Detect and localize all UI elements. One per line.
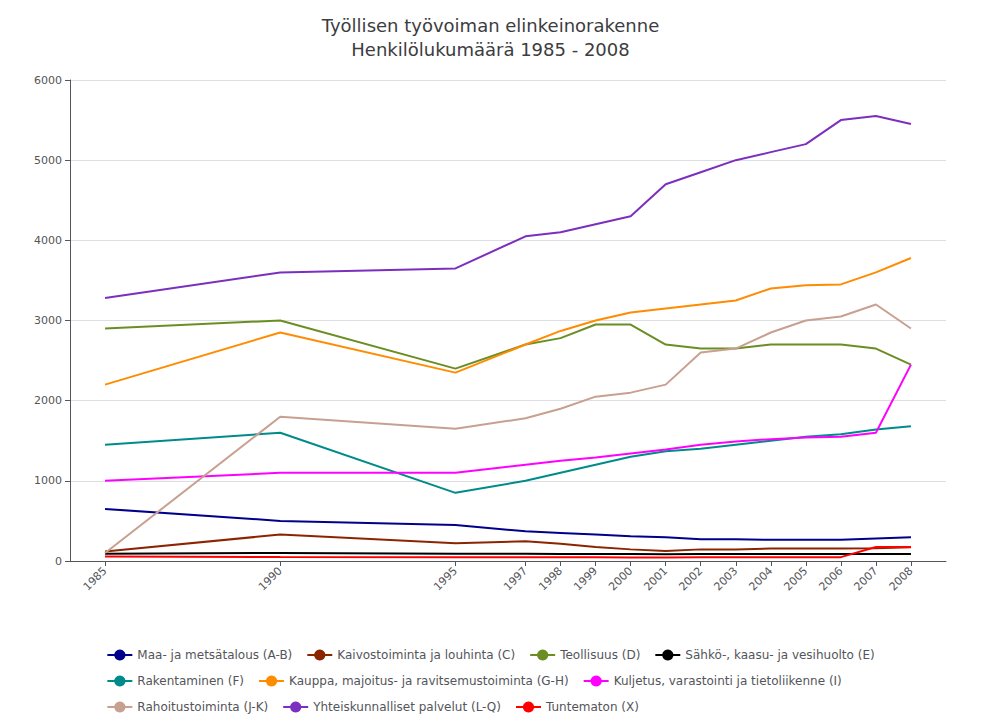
svg-text:Rakentaminen (F): Rakentaminen (F) bbox=[137, 674, 244, 688]
svg-text:4000: 4000 bbox=[34, 234, 62, 247]
svg-text:Henkilölukumäärä 1985 - 2008: Henkilölukumäärä 1985 - 2008 bbox=[351, 39, 629, 60]
svg-text:Maa- ja metsätalous (A-B): Maa- ja metsätalous (A-B) bbox=[137, 648, 292, 662]
svg-text:2007: 2007 bbox=[852, 564, 881, 593]
svg-text:1000: 1000 bbox=[34, 474, 62, 487]
svg-text:2004: 2004 bbox=[746, 564, 775, 593]
svg-text:Kauppa, majoitus- ja ravitsemu: Kauppa, majoitus- ja ravitsemustoiminta … bbox=[289, 674, 569, 688]
svg-text:2002: 2002 bbox=[676, 564, 705, 593]
svg-text:2000: 2000 bbox=[606, 564, 635, 593]
svg-text:Kuljetus, varastointi ja tieto: Kuljetus, varastointi ja tietoliikenne (… bbox=[614, 674, 842, 688]
svg-text:6000: 6000 bbox=[34, 74, 62, 87]
svg-text:3000: 3000 bbox=[34, 314, 62, 327]
svg-text:2000: 2000 bbox=[34, 394, 62, 407]
svg-text:5000: 5000 bbox=[34, 154, 62, 167]
svg-text:2006: 2006 bbox=[817, 564, 846, 593]
svg-text:Työllisen työvoiman elinkeinor: Työllisen työvoiman elinkeinorakenne bbox=[321, 15, 659, 36]
svg-text:Rahoitustoiminta (J-K): Rahoitustoiminta (J-K) bbox=[137, 700, 268, 714]
svg-text:1997: 1997 bbox=[501, 564, 530, 593]
svg-text:1995: 1995 bbox=[431, 564, 460, 593]
svg-text:1990: 1990 bbox=[256, 564, 285, 593]
svg-text:Kaivostoiminta ja louhinta (C): Kaivostoiminta ja louhinta (C) bbox=[337, 648, 515, 662]
svg-text:0: 0 bbox=[55, 555, 62, 568]
svg-text:Yhteiskunnalliset palvelut (L-: Yhteiskunnalliset palvelut (L-Q) bbox=[312, 700, 501, 714]
svg-text:Teollisuus (D): Teollisuus (D) bbox=[559, 648, 640, 662]
svg-text:Tuntematon (X): Tuntematon (X) bbox=[545, 700, 639, 714]
svg-text:1985: 1985 bbox=[81, 564, 110, 593]
svg-text:2003: 2003 bbox=[711, 564, 740, 593]
svg-text:2008: 2008 bbox=[887, 564, 916, 593]
svg-text:Sähkö-, kaasu- ja vesihuolto (: Sähkö-, kaasu- ja vesihuolto (E) bbox=[685, 648, 874, 662]
svg-text:1998: 1998 bbox=[536, 564, 565, 593]
svg-text:2005: 2005 bbox=[781, 564, 810, 593]
svg-text:2001: 2001 bbox=[641, 564, 670, 593]
svg-text:1999: 1999 bbox=[571, 564, 600, 593]
